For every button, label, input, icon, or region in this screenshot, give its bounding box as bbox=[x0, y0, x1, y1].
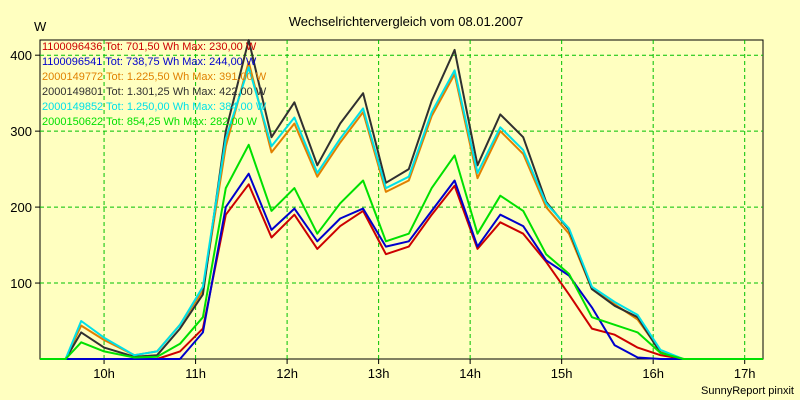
y-tick-label: 200 bbox=[10, 200, 32, 215]
plot-frame bbox=[39, 39, 764, 360]
x-tick-label: 14h bbox=[459, 366, 481, 381]
series-line-1100096436 bbox=[40, 183, 763, 360]
series-line-2000150622 bbox=[40, 143, 763, 360]
plot-area: 10h 11h 12h 13h 14h 15h 16h 17h 100 200 300 400 bbox=[10, 39, 764, 381]
x-tick-label: 12h bbox=[276, 366, 298, 381]
x-tick-label: 16h bbox=[642, 366, 664, 381]
series-line-2000149852 bbox=[40, 66, 763, 360]
legend-entry-1100096541: 1100096541 Tot: 738,75 Wh Max: 244,00 W bbox=[42, 56, 257, 68]
legend: 1100096436 Tot: 701,50 Wh Max: 230,00 W 1… bbox=[42, 41, 267, 128]
chart-title: Wechselrichtervergleich vom 08.01.2007 bbox=[289, 14, 524, 29]
legend-entry-2000149772: 2000149772 Tot: 1.225,50 Wh Max: 391,00 … bbox=[42, 71, 267, 83]
y-tick-label: 100 bbox=[10, 276, 32, 291]
x-tick-label: 15h bbox=[551, 366, 573, 381]
y-tick-label: 400 bbox=[10, 48, 32, 63]
x-tick-label: 17h bbox=[734, 366, 756, 381]
legend-entry-2000149801: 2000149801 Tot: 1.301,25 Wh Max: 422,00 … bbox=[42, 86, 267, 98]
x-tick-label: 10h bbox=[93, 366, 115, 381]
series-line-1100096541 bbox=[40, 172, 763, 360]
legend-entry-1100096436: 1100096436 Tot: 701,50 Wh Max: 230,00 W bbox=[42, 41, 257, 53]
series-line-2000149801 bbox=[40, 39, 763, 360]
y-axis-unit: W bbox=[34, 19, 47, 34]
legend-entry-2000150622: 2000150622 Tot: 854,25 Wh Max: 282,00 W bbox=[42, 116, 258, 128]
y-tick-label: 300 bbox=[10, 124, 32, 139]
x-tick-label: 11h bbox=[185, 366, 206, 381]
credit-label: SunnyReport pinxit bbox=[701, 385, 794, 397]
x-tick-label: 13h bbox=[368, 366, 390, 381]
legend-entry-2000149852: 2000149852 Tot: 1.250,00 Wh Max: 384,00 … bbox=[42, 101, 267, 113]
